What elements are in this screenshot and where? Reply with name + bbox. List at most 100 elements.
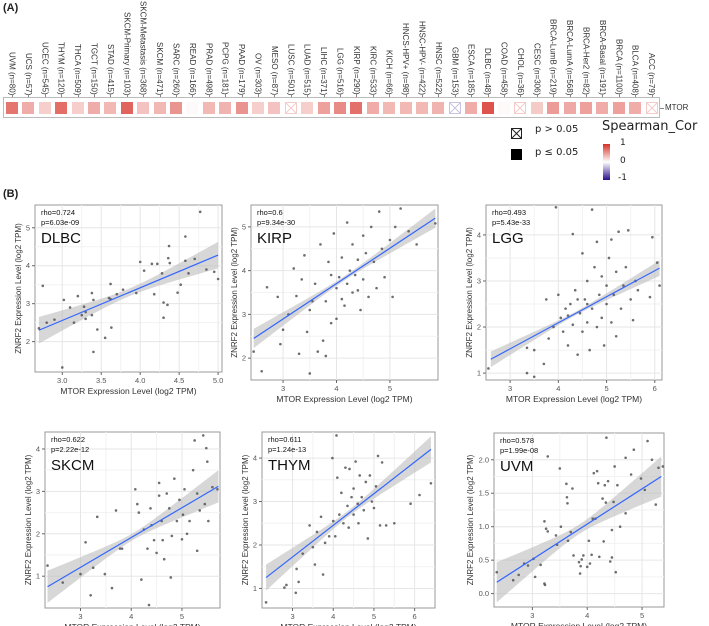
data-point (370, 500, 374, 503)
heatmap-column-label: ACC (n=79) (647, 52, 657, 95)
panel-title: DLBC (41, 230, 81, 247)
x-tick-label: 3 (290, 612, 294, 621)
colorbar-tick-low: -1 (618, 173, 627, 183)
heatmap-column-label: PRAD (n=498) (204, 42, 214, 95)
data-point (374, 485, 378, 488)
heatmap-column-label: BRCA (n=1100) (614, 39, 624, 95)
data-point (383, 275, 386, 279)
data-point (351, 291, 354, 294)
regression-line (253, 217, 436, 339)
data-point (120, 547, 124, 550)
panel-b-label: (B) (3, 188, 19, 200)
data-point (539, 563, 542, 567)
data-point (82, 305, 86, 309)
heatmap-column-label: TGCT (n=150) (89, 43, 99, 95)
data-point (566, 314, 570, 317)
data-point (597, 555, 601, 559)
x-tick-label: 4 (585, 611, 589, 620)
data-point (157, 494, 161, 497)
x-tick-label: 5.0 (213, 376, 223, 385)
data-point (90, 313, 94, 317)
data-point (596, 481, 600, 485)
row-tick (660, 108, 664, 109)
column-tick (405, 94, 407, 97)
data-point (212, 270, 216, 274)
data-point (252, 350, 255, 353)
data-point (183, 487, 186, 491)
legend-significant-label: p ≤ 0.05 (535, 147, 579, 158)
column-tick (225, 94, 227, 97)
data-point (276, 295, 280, 299)
data-point (407, 229, 410, 233)
data-point (206, 460, 209, 463)
data-point (612, 500, 615, 504)
data-point (391, 295, 394, 299)
data-point (372, 260, 376, 264)
data-point (92, 298, 95, 302)
data-point (90, 291, 94, 295)
data-point (114, 509, 118, 512)
data-point (166, 256, 170, 260)
data-point (610, 528, 614, 532)
data-point (590, 553, 593, 557)
data-point (179, 283, 183, 287)
data-point (366, 537, 370, 540)
data-point (345, 221, 349, 224)
data-point (332, 232, 336, 235)
data-point (147, 603, 151, 607)
data-point (532, 348, 536, 352)
heatmap-cell (383, 102, 396, 114)
heatmap-cell (170, 102, 182, 114)
data-point (661, 465, 665, 468)
y-tick-label: 5 (26, 223, 30, 232)
panel-title: LGG (492, 230, 524, 247)
heatmap-cell (596, 102, 609, 114)
data-point (321, 339, 325, 342)
data-point (590, 307, 594, 310)
heatmap-column-label: READ (n=166) (187, 42, 197, 95)
heatmap-cell (448, 102, 461, 114)
data-point (344, 466, 347, 469)
column-tick (504, 94, 505, 97)
data-point (361, 234, 365, 237)
data-point (626, 229, 630, 232)
data-point (495, 570, 499, 574)
data-point (543, 520, 546, 523)
data-point (340, 256, 344, 259)
data-point (95, 515, 99, 519)
data-point (585, 321, 589, 324)
heatmap-cell (530, 102, 543, 114)
panel-title: UVM (500, 458, 533, 475)
data-point (308, 308, 312, 312)
data-point (191, 468, 195, 472)
y-tick-label: 1 (253, 584, 257, 593)
data-point (399, 207, 402, 210)
heatmap-cell (252, 102, 264, 114)
data-point (356, 502, 359, 506)
data-point (604, 501, 608, 504)
y-tick-label: 1.0 (479, 522, 489, 531)
column-tick (569, 94, 571, 97)
y-tick-label: 3 (242, 310, 246, 319)
data-point (201, 434, 205, 437)
data-point (585, 302, 589, 306)
data-point (162, 316, 165, 320)
rho-annotation: rho=0.622 (51, 435, 85, 444)
y-tick-label: 4 (36, 444, 40, 453)
data-point (360, 495, 364, 499)
data-point (415, 243, 418, 246)
x-axis-label: MTOR Expression Level (log2 TPM) (64, 622, 200, 626)
data-point (658, 284, 661, 287)
data-point (588, 562, 592, 565)
heatmap-cell (465, 102, 478, 114)
data-point (165, 492, 169, 495)
data-point (590, 208, 594, 211)
heatmap-column-label: LIHC (n=371) (319, 46, 329, 95)
heatmap-column-label: UCEC (n=545) (40, 42, 50, 95)
data-point (103, 336, 107, 340)
column-tick (602, 94, 604, 97)
data-point (297, 352, 301, 356)
y-tick-label: 2 (242, 354, 246, 363)
